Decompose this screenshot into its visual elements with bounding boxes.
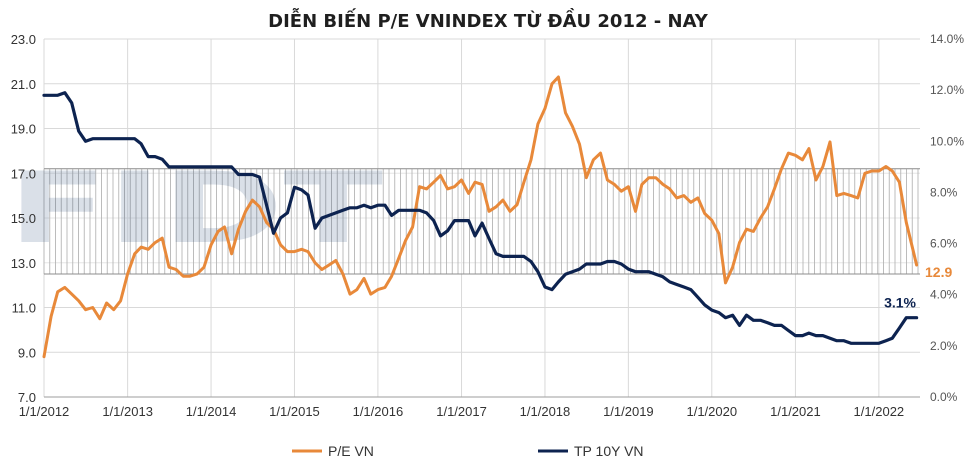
pe-end-label: 12.9: [925, 264, 952, 280]
x-tick-label: 1/1/2014: [186, 404, 237, 419]
legend: P/E VN TP 10Y VN: [292, 443, 644, 459]
end-labels: 12.9 3.1%: [884, 264, 952, 311]
x-tick-label: 1/1/2012: [19, 404, 70, 419]
legend-label-tp: TP 10Y VN: [574, 443, 644, 459]
y-axis-right: 0.0% 2.0% 4.0% 6.0% 8.0% 10.0% 12.0% 14.0%: [930, 32, 964, 404]
y-left-tick-label: 23.0: [11, 32, 36, 47]
x-tick-label: 1/1/2022: [854, 404, 905, 419]
y-right-tick-label: 10.0%: [930, 134, 964, 148]
x-tick-label: 1/1/2019: [603, 404, 654, 419]
y-left-tick-label: 15.0: [11, 211, 36, 226]
chart-title: DIỄN BIẾN P/E VNINDEX TỪ ĐẦU 2012 - NAY: [268, 7, 709, 32]
y-left-tick-label: 17.0: [11, 166, 36, 181]
y-right-tick-label: 12.0%: [930, 83, 964, 97]
x-tick-label: 1/1/2013: [102, 404, 153, 419]
y-left-tick-label: 19.0: [11, 122, 36, 137]
x-tick-label: 1/1/2017: [436, 404, 487, 419]
y-right-tick-label: 2.0%: [930, 339, 958, 353]
x-tick-label: 1/1/2018: [520, 404, 571, 419]
tp-end-label: 3.1%: [884, 295, 916, 311]
pe-vn-line: [42, 75, 919, 359]
legend-label-pe: P/E VN: [328, 443, 374, 459]
y-right-tick-label: 0.0%: [930, 390, 958, 404]
x-axis: 1/1/2012 1/1/2013 1/1/2014 1/1/2015 1/1/2016…: [19, 404, 904, 419]
y-left-tick-label: 7.0: [18, 390, 36, 405]
x-tick-label: 1/1/2015: [269, 404, 320, 419]
svg-text:FIDT: FIDT: [8, 152, 383, 266]
y-right-tick-label: 6.0%: [930, 237, 958, 251]
y-left-tick-label: 13.0: [11, 256, 36, 271]
y-right-tick-label: 4.0%: [930, 288, 958, 302]
y-left-tick-label: 11.0: [12, 301, 36, 316]
y-axis-left: 7.0 9.0 11.0 13.0 15.0 17.0 19.0 21.0 23.0: [11, 32, 36, 405]
x-tick-label: 1/1/2021: [770, 404, 821, 419]
y-left-tick-label: 9.0: [18, 345, 36, 360]
y-right-tick-label: 8.0%: [930, 185, 958, 199]
y-left-tick-label: 21.0: [11, 77, 36, 92]
x-tick-label: 1/1/2016: [353, 404, 404, 419]
series-lines: [42, 75, 919, 359]
tp-10y-line: [42, 91, 919, 345]
x-tick-label: 1/1/2020: [686, 404, 737, 419]
watermark-logo: FIDT: [8, 152, 383, 266]
y-right-tick-label: 14.0%: [930, 32, 964, 46]
